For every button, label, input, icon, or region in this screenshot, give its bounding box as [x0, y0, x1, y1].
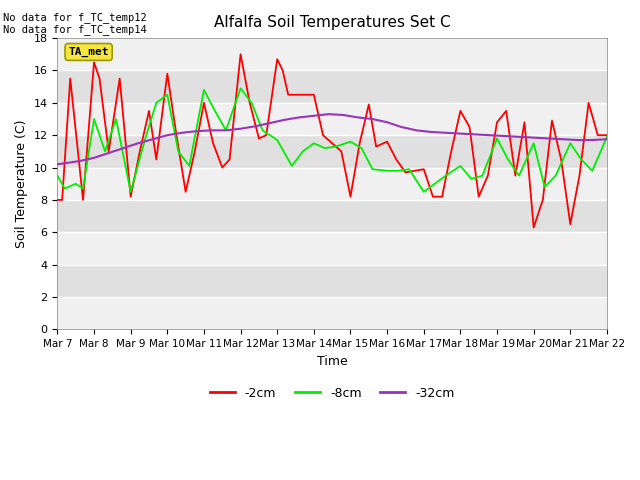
X-axis label: Time: Time: [317, 355, 348, 368]
Text: TA_met: TA_met: [68, 47, 109, 57]
Title: Alfalfa Soil Temperatures Set C: Alfalfa Soil Temperatures Set C: [214, 15, 451, 30]
Bar: [58, 200, 607, 232]
Legend: -2cm, -8cm, -32cm: -2cm, -8cm, -32cm: [205, 382, 460, 405]
Bar: [58, 71, 607, 103]
Bar: [58, 103, 607, 135]
Bar: [58, 264, 607, 297]
Bar: [58, 135, 607, 168]
Bar: [58, 232, 607, 264]
Bar: [58, 297, 607, 329]
Text: No data for f_TC_temp12
No data for f_TC_temp14: No data for f_TC_temp12 No data for f_TC…: [3, 12, 147, 36]
Y-axis label: Soil Temperature (C): Soil Temperature (C): [15, 120, 28, 248]
Bar: [58, 168, 607, 200]
Bar: [58, 38, 607, 71]
